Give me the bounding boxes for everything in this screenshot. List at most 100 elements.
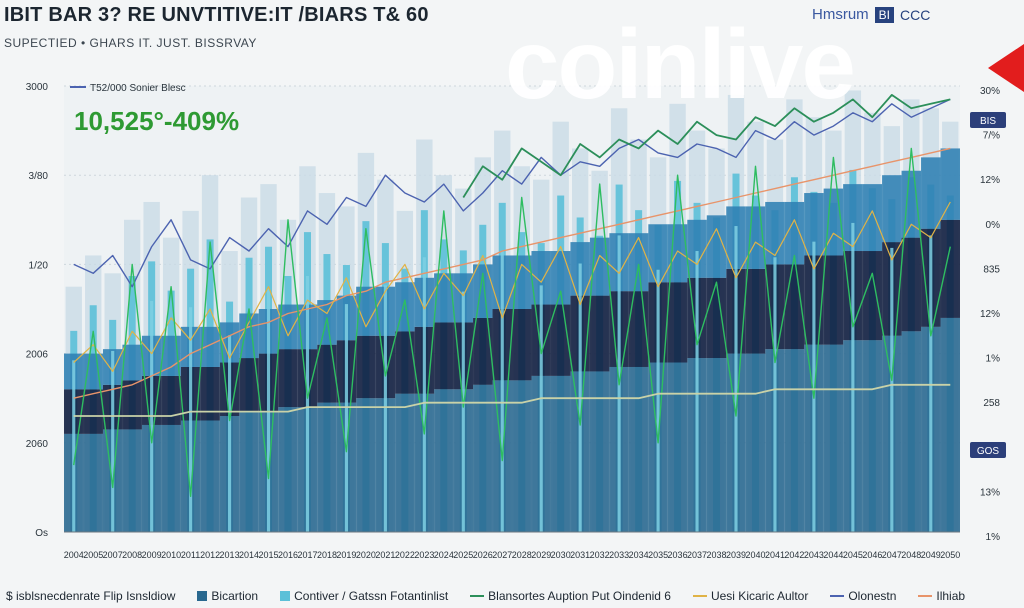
right-badge-label: BIS (980, 116, 996, 127)
series-line (462, 94, 951, 198)
y-tick-label-right: 835 (983, 264, 1000, 275)
thin-bar (461, 291, 465, 532)
stacked-bar (804, 193, 824, 256)
legend-swatch (197, 591, 208, 601)
x-tick-label: 2012 (200, 550, 220, 560)
thin-bar (111, 350, 115, 532)
x-tick-label: 2017 (297, 550, 317, 560)
stacked-bar (550, 375, 571, 532)
legend-label: Blansortes Auption Put Oindenid 6 (488, 589, 671, 603)
stacked-bar (356, 398, 376, 532)
thin-bar (500, 251, 504, 532)
x-tick-label: 2046 (862, 550, 882, 560)
x-tick-label: 2033 (609, 550, 629, 560)
x-tick-label: 2026 (473, 550, 493, 560)
stacked-bar (589, 295, 610, 372)
x-tick-label: 2018 (317, 550, 337, 560)
x-tick-label: 2024 (434, 550, 454, 560)
stacked-bar (706, 358, 727, 532)
y-tick-label-left: 2060 (26, 439, 49, 450)
thin-bar (656, 269, 660, 532)
stacked-bar (161, 375, 181, 425)
stacked-bar (531, 251, 551, 305)
x-tick-label: 2027 (492, 550, 512, 560)
stacked-bar (940, 219, 960, 318)
legend-label: Olonestn (848, 589, 897, 603)
thin-bar (228, 335, 232, 532)
x-tick-label: 2036 (668, 550, 688, 560)
x-tick-label: 2005 (83, 550, 103, 560)
y-tick-label-right: 7/% (983, 131, 1000, 142)
stacked-bar (473, 264, 493, 318)
stacked-bar (765, 201, 785, 265)
stacked-bar (940, 148, 960, 220)
thin-bar (72, 360, 76, 532)
watermark-text: coinlive (505, 9, 856, 119)
x-tick-label: 2045 (843, 550, 863, 560)
stacked-bar (239, 411, 259, 532)
x-tick-label: 2020 (356, 550, 376, 560)
thin-bar (695, 251, 699, 532)
stacked-bar (921, 157, 941, 229)
y-tick-label-right: 12% (980, 309, 1000, 320)
x-tick-label: 2009 (142, 550, 162, 560)
x-tick-label: 2049 (921, 550, 941, 560)
x-tick-label: 2011 (181, 550, 200, 560)
legend-item: Contiver / Gatssn Fotantinlist (280, 589, 448, 603)
stacked-bar (200, 366, 220, 421)
x-tick-label: 2014 (239, 550, 259, 560)
brand-badge: BI (874, 6, 895, 23)
x-tick-label: 2022 (395, 550, 415, 560)
legend-swatch (830, 595, 845, 597)
x-tick-label: 2040 (745, 550, 765, 560)
thin-bar (189, 307, 193, 532)
legend-label: Bicartion (211, 589, 259, 603)
stacked-bar (784, 349, 805, 532)
stacked-bar (278, 407, 298, 532)
stacked-bar (589, 371, 610, 532)
x-tick-label: 2015 (259, 550, 279, 560)
legend-swatch (470, 595, 485, 597)
x-tick-label: 2010 (161, 550, 181, 560)
x-tick-label: 2021 (375, 550, 395, 560)
stacked-bar (550, 251, 571, 305)
legend-label: Uesi Kicaric Aultor (710, 589, 809, 603)
stacked-bar (356, 286, 376, 336)
y-tick-label-left: 2006 (26, 350, 49, 361)
y-tick-label-right: 13% (980, 487, 1000, 498)
stacked-bar (843, 184, 863, 252)
y-tick-label-left: 3000 (26, 82, 49, 93)
stacked-bar (862, 184, 883, 252)
stacked-bar (862, 340, 883, 532)
x-tick-label: 2047 (882, 550, 902, 560)
thin-bar (812, 241, 816, 533)
x-tick-label: 2030 (551, 550, 571, 560)
y-tick-label-right: 0% (986, 220, 1001, 231)
stacked-bar (901, 170, 922, 238)
legend-item: Uesi Kicaric Aultor (692, 589, 809, 603)
x-tick-label: 2044 (823, 550, 843, 560)
y-tick-label-left: Os (35, 528, 48, 539)
stacked-bar (901, 237, 922, 332)
chart-subtitle: SUPECTIED • GHARS IT. JUST. BISSRVAY (4, 36, 257, 50)
stacked-bar (512, 380, 532, 532)
x-tick-label: 2042 (784, 550, 804, 560)
x-tick-label: 2037 (687, 550, 707, 560)
stacked-bar (745, 268, 766, 354)
stacked-bar (648, 224, 668, 283)
legend-item: Olonestn (830, 589, 896, 603)
stacked-bar (862, 251, 883, 341)
stacked-bar (473, 317, 493, 385)
thin-bar (890, 247, 894, 532)
x-tick-label: 2025 (453, 550, 473, 560)
stacked-bar (628, 233, 649, 292)
legend-label: $ isblsnecdenrate Flip Isnsldiow (6, 589, 176, 603)
stacked-bar (784, 201, 805, 265)
legend-swatch (692, 595, 707, 597)
stacked-bar (395, 331, 415, 394)
x-tick-label: 2007 (103, 550, 123, 560)
series-line (73, 383, 951, 417)
x-tick-label: 2028 (512, 550, 532, 560)
chart-title: IBIT BAR 3? RE UNVTITIVE:IT /BIARS T& 60 (4, 4, 429, 26)
thin-bar (305, 275, 310, 532)
